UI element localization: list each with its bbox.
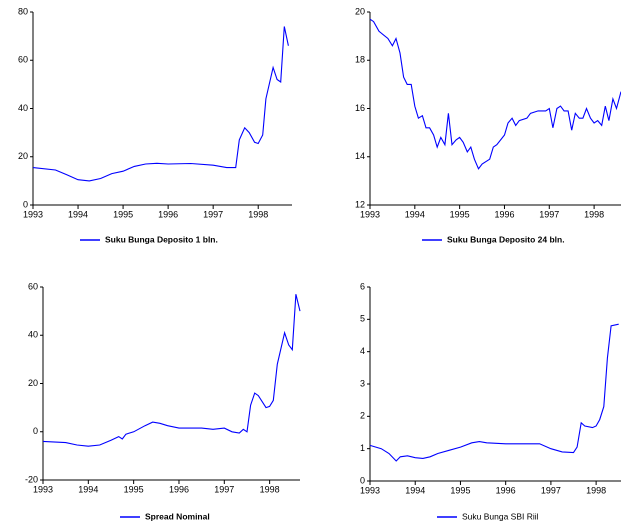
x-tick-label: 1996	[494, 209, 514, 219]
legend-label: Suku Bunga Deposito 1 bln.	[105, 234, 218, 244]
y-tick-label: 20	[28, 378, 38, 388]
x-tick-label: 1996	[158, 209, 178, 219]
y-tick-label: 20	[18, 151, 28, 161]
x-tick-label: 1996	[169, 484, 189, 494]
y-tick-label: 0	[360, 475, 365, 485]
x-tick-label: 1994	[405, 485, 425, 495]
x-tick-label: 1997	[203, 209, 223, 219]
x-tick-label: 1994	[78, 484, 98, 494]
y-tick-label: 4	[360, 346, 365, 356]
y-tick-label: 80	[18, 6, 28, 16]
data-line	[42, 294, 301, 447]
y-tick-label: -20	[25, 474, 38, 484]
x-tick-label: 1994	[68, 209, 88, 219]
x-tick-label: 1993	[33, 484, 53, 494]
x-tick-label: 1994	[405, 209, 425, 219]
y-tick-label: 16	[355, 103, 365, 113]
y-tick-label: 5	[360, 314, 365, 324]
y-tick-label: 3	[360, 378, 365, 388]
x-tick-label: 1997	[214, 484, 234, 494]
y-tick-label: 60	[28, 281, 38, 291]
x-tick-label: 1995	[113, 209, 133, 219]
y-tick-label: 0	[33, 426, 38, 436]
x-tick-label: 1993	[360, 209, 380, 219]
y-tick-label: 1	[360, 443, 365, 453]
x-tick-label: 1997	[539, 209, 559, 219]
x-tick-label: 1995	[450, 485, 470, 495]
y-tick-label: 40	[18, 103, 28, 113]
x-tick-label: 1998	[260, 484, 280, 494]
data-line	[369, 323, 619, 462]
x-tick-label: 1996	[496, 485, 516, 495]
x-tick-label: 1998	[584, 209, 604, 219]
x-tick-label: 1997	[541, 485, 561, 495]
x-tick-label: 1993	[360, 485, 380, 495]
y-tick-label: 20	[355, 6, 365, 16]
y-tick-label: 6	[360, 281, 365, 291]
x-tick-label: 1998	[248, 209, 268, 219]
x-tick-label: 1993	[23, 209, 43, 219]
y-tick-label: 60	[18, 55, 28, 65]
x-tick-label: 1995	[450, 209, 470, 219]
y-tick-label: 12	[355, 199, 365, 209]
legend-label: Spread Nominal	[145, 511, 210, 521]
y-tick-label: 14	[355, 151, 365, 161]
x-tick-label: 1995	[124, 484, 144, 494]
data-line	[369, 18, 621, 170]
legend-label: Suku Bunga SBI Riil	[462, 511, 539, 521]
y-tick-label: 2	[360, 411, 365, 421]
x-tick-label: 1998	[586, 485, 606, 495]
data-line	[32, 26, 289, 182]
legend-label: Suku Bunga Deposito 24 bln.	[447, 234, 565, 244]
y-tick-label: 40	[28, 330, 38, 340]
y-tick-label: 18	[355, 55, 365, 65]
y-tick-label: 0	[23, 199, 28, 209]
